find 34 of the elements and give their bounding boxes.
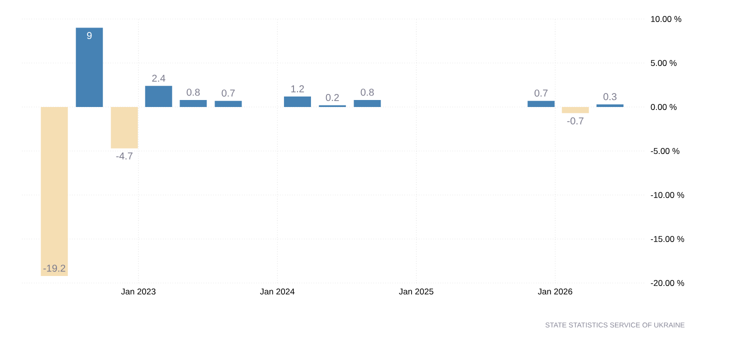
x-tick-label: Jan 2023 [121, 288, 156, 295]
data-label: -19.2 [43, 264, 66, 272]
y-tick-label: 5.00 % [650, 60, 677, 66]
bar [562, 107, 589, 114]
bar [284, 96, 311, 107]
y-tick-label: -10.00 % [650, 192, 684, 198]
y-tick-label: -20.00 % [650, 280, 684, 286]
data-label: 0.8 [360, 88, 374, 96]
bar [76, 28, 103, 107]
data-label: 0.7 [222, 90, 235, 97]
data-label: 1.2 [291, 85, 304, 92]
bar [354, 100, 381, 107]
data-label: 0.7 [534, 90, 548, 97]
x-tick-label: Jan 2025 [398, 288, 434, 295]
y-tick-label: -5.00 % [650, 148, 680, 154]
bar [528, 100, 555, 107]
bar [180, 100, 207, 107]
data-label: 9 [87, 32, 92, 40]
y-tick-label: 10.00 % [651, 16, 682, 22]
data-label: 2.4 [152, 74, 166, 82]
y-tick-label: 0.00 % [650, 104, 677, 110]
bar [596, 104, 624, 107]
bar [214, 100, 242, 107]
x-tick-label: Jan 2024 [260, 288, 295, 295]
bar [145, 86, 172, 107]
y-tick-label: -15.00 % [650, 236, 684, 242]
data-label: 0.3 [603, 93, 616, 100]
data-label: -4.7 [116, 152, 132, 160]
data-label: 0.2 [326, 94, 339, 102]
x-tick-label: Jan 2026 [538, 288, 572, 295]
bar [110, 107, 138, 148]
bar [40, 107, 68, 276]
data-label: -0.7 [567, 117, 584, 124]
data-label: 0.8 [186, 88, 200, 96]
